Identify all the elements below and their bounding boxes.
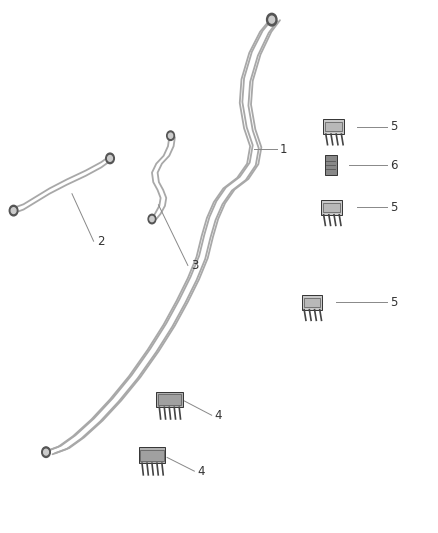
- Circle shape: [169, 133, 173, 138]
- Circle shape: [11, 208, 16, 214]
- Bar: [156, 392, 183, 407]
- Bar: [138, 447, 166, 463]
- Circle shape: [42, 447, 50, 457]
- Bar: [302, 295, 322, 310]
- Circle shape: [167, 131, 174, 140]
- Text: 4: 4: [215, 409, 222, 422]
- Circle shape: [106, 153, 114, 164]
- Circle shape: [9, 205, 18, 216]
- Circle shape: [269, 16, 275, 23]
- Bar: [158, 393, 181, 405]
- Circle shape: [267, 13, 277, 26]
- Text: 5: 5: [390, 120, 397, 133]
- Circle shape: [44, 449, 49, 455]
- Bar: [323, 203, 339, 212]
- Text: 3: 3: [191, 259, 198, 272]
- Text: 4: 4: [198, 465, 205, 478]
- Text: 5: 5: [390, 296, 397, 309]
- Bar: [140, 449, 164, 461]
- Bar: [304, 297, 320, 307]
- Bar: [321, 200, 342, 215]
- Text: 5: 5: [390, 201, 397, 214]
- Circle shape: [108, 156, 113, 161]
- Circle shape: [148, 214, 156, 224]
- Text: 2: 2: [97, 235, 105, 248]
- Bar: [325, 122, 342, 132]
- Bar: [323, 119, 344, 134]
- Text: 1: 1: [279, 143, 287, 156]
- Bar: [325, 155, 337, 175]
- Text: 6: 6: [390, 159, 397, 172]
- Circle shape: [150, 216, 154, 222]
